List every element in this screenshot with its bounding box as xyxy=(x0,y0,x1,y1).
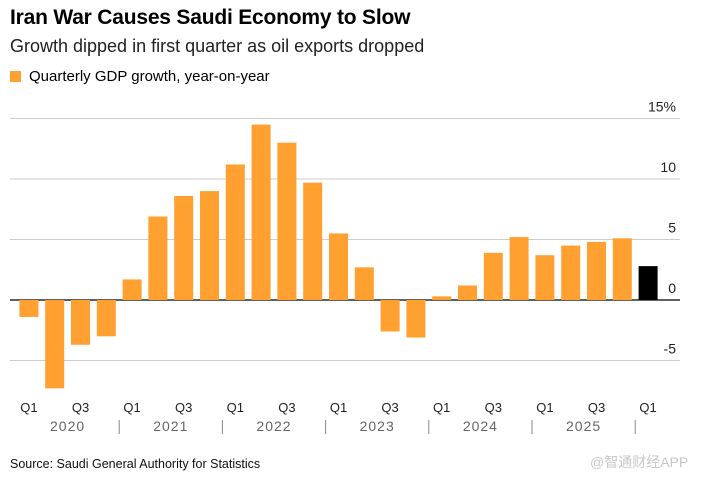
year-label: 2024 xyxy=(463,418,498,434)
x-tick-label: Q1 xyxy=(123,400,140,415)
bar-2020-Q4 xyxy=(96,300,116,337)
x-tick-label: Q1 xyxy=(20,400,37,415)
x-tick-label: Q3 xyxy=(588,400,605,415)
source-note: Source: Saudi General Authority for Stat… xyxy=(10,457,261,471)
y-tick-label: 5 xyxy=(668,220,676,236)
year-label: 2023 xyxy=(360,418,395,434)
bar-2025-Q1 xyxy=(535,255,555,300)
x-tick-label: Q1 xyxy=(433,400,450,415)
bar-2025-Q2 xyxy=(561,245,581,300)
x-tick-label: Q1 xyxy=(227,400,244,415)
x-tick-label: Q3 xyxy=(485,400,502,415)
y-tick-label: 10 xyxy=(660,159,676,175)
x-tick-label: Q1 xyxy=(330,400,347,415)
y-tick-label: -5 xyxy=(664,341,677,357)
bar-2021-Q1 xyxy=(122,279,142,300)
x-tick-label: Q3 xyxy=(72,400,89,415)
year-label: 2021 xyxy=(153,418,188,434)
bar-2025-Q4 xyxy=(612,238,632,300)
bar-2023-Q2 xyxy=(354,267,374,300)
bar-2020-Q1 xyxy=(19,300,39,317)
bar-2021-Q3 xyxy=(174,195,194,300)
bar-2022-Q4 xyxy=(303,182,323,300)
y-tick-label: 0 xyxy=(668,280,676,296)
chart-title: Iran War Causes Saudi Economy to Slow xyxy=(10,6,411,29)
chart-subtitle: Growth dipped in first quarter as oil ex… xyxy=(10,36,425,56)
bar-2022-Q2 xyxy=(251,124,271,300)
bar-2025-Q3 xyxy=(587,241,606,300)
year-label: 2025 xyxy=(566,418,601,434)
year-label: 2022 xyxy=(256,418,291,434)
x-tick-label: Q1 xyxy=(639,400,656,415)
bar-2024-Q1 xyxy=(432,296,452,300)
bar-2023-Q4 xyxy=(406,300,426,338)
bar-2024-Q4 xyxy=(509,237,529,300)
bar-2020-Q3 xyxy=(71,300,90,345)
year-label: 2020 xyxy=(50,418,85,434)
y-tick-label: 15% xyxy=(648,99,676,115)
bar-2023-Q3 xyxy=(380,300,400,332)
bar-2023-Q1 xyxy=(329,233,348,300)
x-tick-label: Q3 xyxy=(381,400,398,415)
bar-2024-Q2 xyxy=(458,285,477,300)
x-tick-label: Q3 xyxy=(175,400,192,415)
bar-2021-Q4 xyxy=(200,191,219,300)
x-tick-label: Q3 xyxy=(278,400,295,415)
legend: Quarterly GDP growth, year-on-year xyxy=(10,68,270,85)
legend-swatch xyxy=(10,71,21,82)
bar-2022-Q1 xyxy=(225,164,245,300)
watermark: @智通财经APP xyxy=(590,454,689,470)
bar-2020-Q2 xyxy=(45,300,65,389)
bar-2024-Q3 xyxy=(483,252,503,300)
bar-2021-Q2 xyxy=(148,216,168,300)
bar-2026-Q1 xyxy=(638,266,658,300)
bar-2022-Q3 xyxy=(277,142,297,300)
x-tick-label: Q1 xyxy=(536,400,553,415)
legend-label: Quarterly GDP growth, year-on-year xyxy=(29,68,270,85)
